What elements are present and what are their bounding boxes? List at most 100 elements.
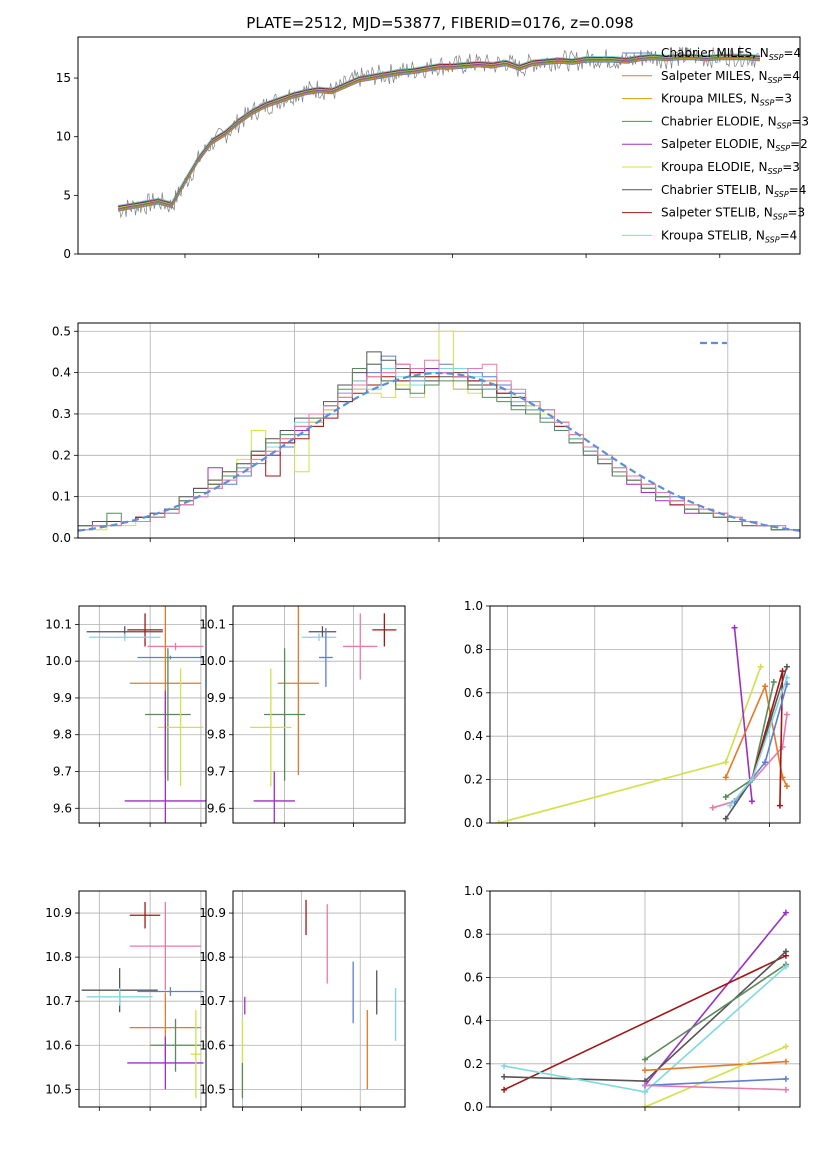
axes-frame [78, 890, 207, 1108]
legend-text: Kroupa STELIB, N [661, 228, 765, 242]
y-tick-label: 0.2 [52, 448, 71, 462]
y-tick-label: 0.8 [464, 927, 483, 941]
legend-text: Salpeter MILES, N [661, 69, 768, 83]
mass-weight-vs-metallicity-panel: 0.0 0.2 0.4 0.6 0.8 1.0 [464, 884, 801, 1114]
weight-point [722, 759, 729, 766]
y-tick-label: 9.6 [53, 801, 72, 815]
y-tick-label: 10.7 [45, 994, 72, 1008]
weight-series [644, 1045, 787, 1107]
weight-point [776, 802, 783, 809]
mass-weight-vs-age-panel: 0.0 0.2 0.4 0.6 0.8 1.0 [464, 599, 801, 830]
y-tick-label: 10.7 [199, 994, 226, 1008]
weight-point [779, 668, 786, 675]
y-tick-label: 10.5 [45, 1082, 72, 1096]
legend-subscript: SSP [774, 190, 789, 199]
weight-lines [495, 624, 790, 823]
weight-series [644, 1060, 786, 1072]
y-tick-label: 9.8 [53, 728, 72, 742]
y-tick-label: 9.7 [53, 765, 72, 779]
mass-vs-ebv-panel: 10.5 10.6 10.7 10.8 10.9 [199, 890, 406, 1111]
weight-point [748, 776, 755, 783]
weight-point [501, 1073, 508, 1080]
weight-point [783, 783, 790, 790]
legend-label: Kroupa STELIB, NSSP=4 [661, 228, 797, 244]
y-tick-label: 10.0 [45, 654, 72, 668]
y-tick-label: 0.0 [52, 531, 71, 545]
weight-point [501, 1062, 508, 1069]
weight-point [762, 759, 769, 766]
errorbar-point [372, 613, 397, 647]
weight-point [782, 1086, 789, 1093]
errorbar-markers [241, 899, 397, 1099]
weight-point [748, 798, 755, 805]
age-vs-mass-panel: 9.6 9.7 9.8 9.9 10.0 10.1 [199, 605, 406, 827]
weight-point [709, 804, 716, 811]
weight-point [782, 1058, 789, 1065]
weight-point [642, 1088, 648, 1095]
legend-value: =4 [780, 228, 798, 242]
legend-label: Chabrier STELIB, NSSP=4 [661, 183, 806, 199]
legend-value: =3 [787, 206, 805, 220]
weight-point [495, 820, 502, 823]
y-tick-label: 10.6 [199, 1038, 226, 1052]
legend-subscript: SSP [765, 235, 780, 244]
y-tick-label: 1.0 [464, 599, 483, 613]
y-tick-label: 0.6 [464, 970, 483, 984]
errorbar-point [86, 987, 153, 1006]
y-tick-label: 9.6 [207, 801, 226, 815]
weight-point [722, 793, 729, 800]
y-tick-label: 10.0 [199, 654, 226, 668]
legend-subscript: SSP [768, 76, 783, 85]
errorbar-point [250, 668, 292, 787]
weight-point [782, 1043, 789, 1050]
y-tick-label: 0.4 [464, 729, 483, 743]
legend-label: Kroupa MILES, NSSP=3 [661, 92, 792, 108]
weight-point [782, 963, 789, 970]
y-tick-label: 10.6 [45, 1038, 72, 1052]
errorbar-point [147, 642, 204, 651]
weight-series [644, 1078, 786, 1087]
weight-point [762, 683, 769, 690]
errorbar-point [127, 613, 163, 647]
errorbar-point [301, 633, 337, 641]
axes-frame [77, 36, 801, 255]
errorbar-point [308, 626, 337, 638]
errorbar-markers [81, 902, 204, 1099]
axes-frame [232, 890, 406, 1108]
weight-series [644, 1084, 786, 1091]
errorbar-point [343, 613, 378, 680]
legend-value: =4 [782, 69, 800, 83]
axes-frame [77, 322, 801, 539]
weight-point [782, 948, 789, 955]
legend-value: =3 [782, 160, 800, 174]
y-tick-label: 0.4 [52, 366, 71, 380]
legend-value: =3 [791, 114, 809, 128]
y-tick-label: 0.2 [464, 1057, 483, 1071]
y-tick-label: 1.0 [464, 884, 483, 898]
axes-frame [489, 890, 801, 1108]
weight-point [722, 815, 729, 822]
legend-text: Salpeter STELIB, N [661, 206, 773, 220]
y-tick-label: 9.9 [53, 691, 72, 705]
errorbar-point [127, 1036, 204, 1090]
y-tick-label: 9.9 [207, 691, 226, 705]
y-tick-label: 10.8 [45, 950, 72, 964]
y-tick-label: 0.2 [464, 773, 483, 787]
legend-subscript: SSP [773, 213, 788, 222]
legend-text: Kroupa ELODIE, N [661, 160, 768, 174]
legend-text: Chabrier ELODIE, N [661, 114, 777, 128]
y-tick-label: 0.4 [464, 1014, 483, 1028]
weight-point [783, 663, 790, 670]
y-tick-label: 10.9 [199, 906, 226, 920]
errorbar-point [129, 902, 201, 991]
model-line [118, 54, 760, 207]
y-tick-label: 10.1 [45, 617, 72, 631]
weight-series [712, 714, 788, 809]
model-line [118, 55, 760, 209]
legend-text: Chabrier MILES, N [661, 46, 769, 60]
legend-subscript: SSP [777, 121, 792, 130]
y-tick-label: 10.5 [199, 1082, 226, 1096]
